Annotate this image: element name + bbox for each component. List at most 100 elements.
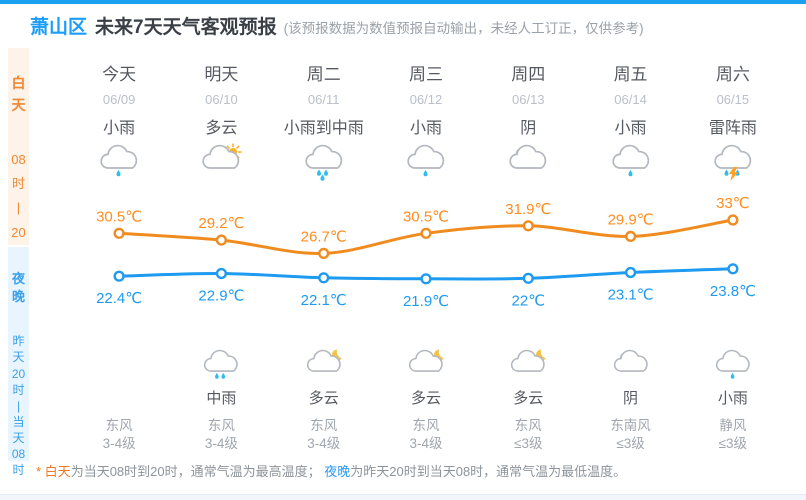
night-condition: 多云 <box>308 390 339 407</box>
day-name: 周二 <box>306 65 341 84</box>
night-temp-point <box>113 270 125 282</box>
night-column <box>68 340 170 408</box>
wind-cell: 东风 3-4级 <box>375 417 477 453</box>
night-temp-label: 23.1℃ <box>608 287 654 304</box>
night-weather-icon <box>273 345 375 385</box>
night-weather-icon <box>68 345 170 385</box>
day-date: 06/15 <box>716 92 750 107</box>
day-name: 周五 <box>613 65 648 84</box>
wind-cell: 东风 3-4级 <box>68 417 170 453</box>
forecast-area: 今天 06/09 小雨 明天 06/10 多云 周二 06/11 小雨到中雨 周三 06/12 小雨周… <box>68 48 784 453</box>
day-condition: 多云 <box>205 120 238 137</box>
wind-direction: 静风 <box>719 418 747 433</box>
wind-level: ≤3级 <box>514 436 543 452</box>
wind-direction: 东风 <box>207 418 235 433</box>
day-weather-icon <box>170 143 272 183</box>
night-temp-label: 22℃ <box>512 292 546 309</box>
day-temp-label: 33℃ <box>716 197 750 212</box>
light-rain-icon <box>611 144 649 177</box>
night-condition: 小雨 <box>717 390 748 407</box>
night-condition: 多云 <box>513 390 544 407</box>
forecast-column: 明天 06/10 多云 <box>170 48 272 183</box>
district-name: 萧山区 <box>30 17 88 38</box>
night-condition: 中雨 <box>206 390 237 407</box>
day-date: 06/14 <box>614 92 647 107</box>
day-condition: 阴 <box>520 120 537 137</box>
day-date: 06/09 <box>102 92 136 107</box>
day-condition: 小雨 <box>103 120 136 137</box>
night-temp-point <box>215 267 228 280</box>
night-column: 多云 <box>273 340 375 408</box>
temperature-chart-svg: 30.5℃ 29.2℃ 26.7℃ 30.5℃ 31.9℃ 29.9℃ 33℃ 22.4℃ 22… <box>96 197 756 310</box>
wind-direction: 东风 <box>412 418 440 433</box>
night-temp-point <box>727 263 739 275</box>
wind-cell: 东风 ≤3级 <box>477 417 579 453</box>
header: 萧山区 未来7天天气客观预报 (该预报数据为数值预报自动输出，未经人工订正，仅供参考… <box>30 12 796 39</box>
day-date: 06/12 <box>409 92 443 107</box>
cloudy-moon-icon <box>306 349 342 372</box>
moderate-rain-icon <box>204 349 239 379</box>
forecast-column: 周五 06/14 小雨 <box>579 48 681 183</box>
wind-level: 3-4级 <box>204 436 238 452</box>
night-temp-point <box>522 272 534 284</box>
day-name: 今天 <box>102 65 137 84</box>
day-weather-icon <box>273 143 375 183</box>
day-temp-label: 30.5℃ <box>403 208 449 225</box>
overcast-icon <box>509 144 547 169</box>
daytime-label: 白 天 <box>11 75 26 113</box>
night-weather-icon <box>477 345 579 385</box>
footnote-asterisk: * <box>36 464 45 479</box>
day-temp-point <box>624 230 637 243</box>
night-temp-point <box>624 266 637 279</box>
wind-direction: 东南风 <box>610 418 651 433</box>
day-date: 06/10 <box>205 92 238 107</box>
wind-direction: 东风 <box>105 418 133 433</box>
wind-row: 东风 3-4级 东风 3-4级 东风 3-4级 东风 3-4级 东风 ≤3级 东南风 ≤3级 静风 ≤3级 <box>68 417 784 453</box>
light-rain-icon <box>715 349 750 379</box>
wind-direction: 东风 <box>514 418 542 433</box>
footnote-day-term: 白天 <box>44 464 71 479</box>
night-temp-label: 22.1℃ <box>301 292 347 309</box>
days-row: 今天 06/09 小雨 明天 06/10 多云 周二 06/11 小雨到中雨 周三 06/12 小雨周… <box>68 48 784 183</box>
night-condition: 阴 <box>623 390 639 407</box>
wind-direction: 东风 <box>310 418 338 433</box>
night-row: 中雨 多云 多云 多云 阴 小雨 <box>68 340 784 408</box>
disclaimer-text: (该预报数据为数值预报自动输出，未经人工订正，仅供参考) <box>283 21 644 36</box>
day-name: 周六 <box>715 65 750 84</box>
night-column: 多云 <box>375 340 477 408</box>
wind-level: 3-4级 <box>102 436 136 452</box>
night-column: 中雨 <box>170 340 272 408</box>
night-temp-label: 22.9℃ <box>198 288 244 305</box>
day-weather-icon <box>477 143 579 183</box>
cloudy-moon-icon <box>408 349 444 372</box>
wind-cell: 东南风 ≤3级 <box>579 417 681 453</box>
wind-cell: 静风 ≤3级 <box>682 417 784 453</box>
day-date: 06/13 <box>512 92 545 107</box>
wind-level: ≤3级 <box>616 436 645 452</box>
night-column: 多云 <box>477 340 579 408</box>
wind-cell: 东风 3-4级 <box>273 417 375 453</box>
night-column: 小雨 <box>682 340 784 408</box>
night-temp-label: 22.4℃ <box>96 290 142 307</box>
night-column: 阴 <box>579 340 681 408</box>
footnote-night-term: 夜晚 <box>324 464 351 479</box>
top-accent-bar <box>0 0 806 4</box>
thunderstorm-icon <box>714 144 752 181</box>
day-weather-icon <box>68 143 170 183</box>
day-temp-point <box>215 234 228 246</box>
footnote-night-text: 为昨天20时到当天08时，通常气温为最低温度。 <box>350 464 627 479</box>
night-temp-point <box>420 273 432 285</box>
day-condition: 小雨 <box>409 120 442 137</box>
light-rain-icon <box>100 144 138 177</box>
forecast-column: 周四 06/13 阴 <box>477 48 579 183</box>
cloudy-sun-icon <box>202 143 243 169</box>
night-condition: 多云 <box>410 390 441 407</box>
day-condition: 雷阵雨 <box>708 120 757 137</box>
day-name: 周四 <box>511 65 546 84</box>
light-rain-icon <box>407 144 445 177</box>
night-weather-icon <box>579 345 681 385</box>
day-temp-point <box>420 227 432 239</box>
daytime-strip: 白 天 08 时 | 20 时 <box>8 48 29 264</box>
wind-level: 3-4级 <box>307 436 341 452</box>
